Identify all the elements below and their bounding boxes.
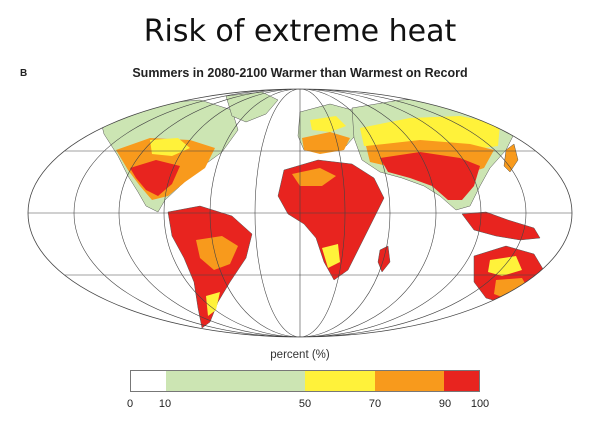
page-title: Risk of extreme heat (143, 14, 457, 49)
legend-segment (165, 371, 305, 391)
graticule (28, 89, 572, 337)
africa-landmass (277, 159, 385, 281)
legend-segment (444, 371, 479, 391)
panel-letter: B (20, 68, 28, 79)
legend-title: percent (%) (270, 349, 330, 361)
australia-yellow (488, 256, 522, 276)
map-title: Summers in 2080-2100 Warmer than Warmest… (132, 66, 468, 80)
africa-orange (292, 168, 336, 186)
south-america-orange (196, 236, 238, 270)
indonesia-landmass (461, 211, 541, 241)
north-america-yellow (150, 138, 190, 156)
legend-segment (131, 371, 166, 391)
africa-yellow (322, 244, 340, 268)
south-america-yellow (206, 292, 220, 316)
north-america-hot (130, 160, 180, 196)
legend-tick-label: 100 (470, 398, 490, 410)
legend-tick-label: 90 (438, 398, 452, 410)
world-map (27, 88, 573, 338)
europe-heat (302, 132, 350, 154)
legend-tick-label: 10 (158, 398, 172, 410)
legend-tick-label: 50 (298, 398, 312, 410)
legend-segment (374, 371, 445, 391)
legend-tick-label: 70 (368, 398, 382, 410)
south-america-landmass (167, 205, 253, 329)
europe-yellow (310, 116, 346, 132)
legend-tick-label: 0 (126, 398, 134, 410)
legend-segment (304, 371, 375, 391)
legend-color-bar (130, 370, 480, 392)
globe-outline (27, 88, 573, 338)
